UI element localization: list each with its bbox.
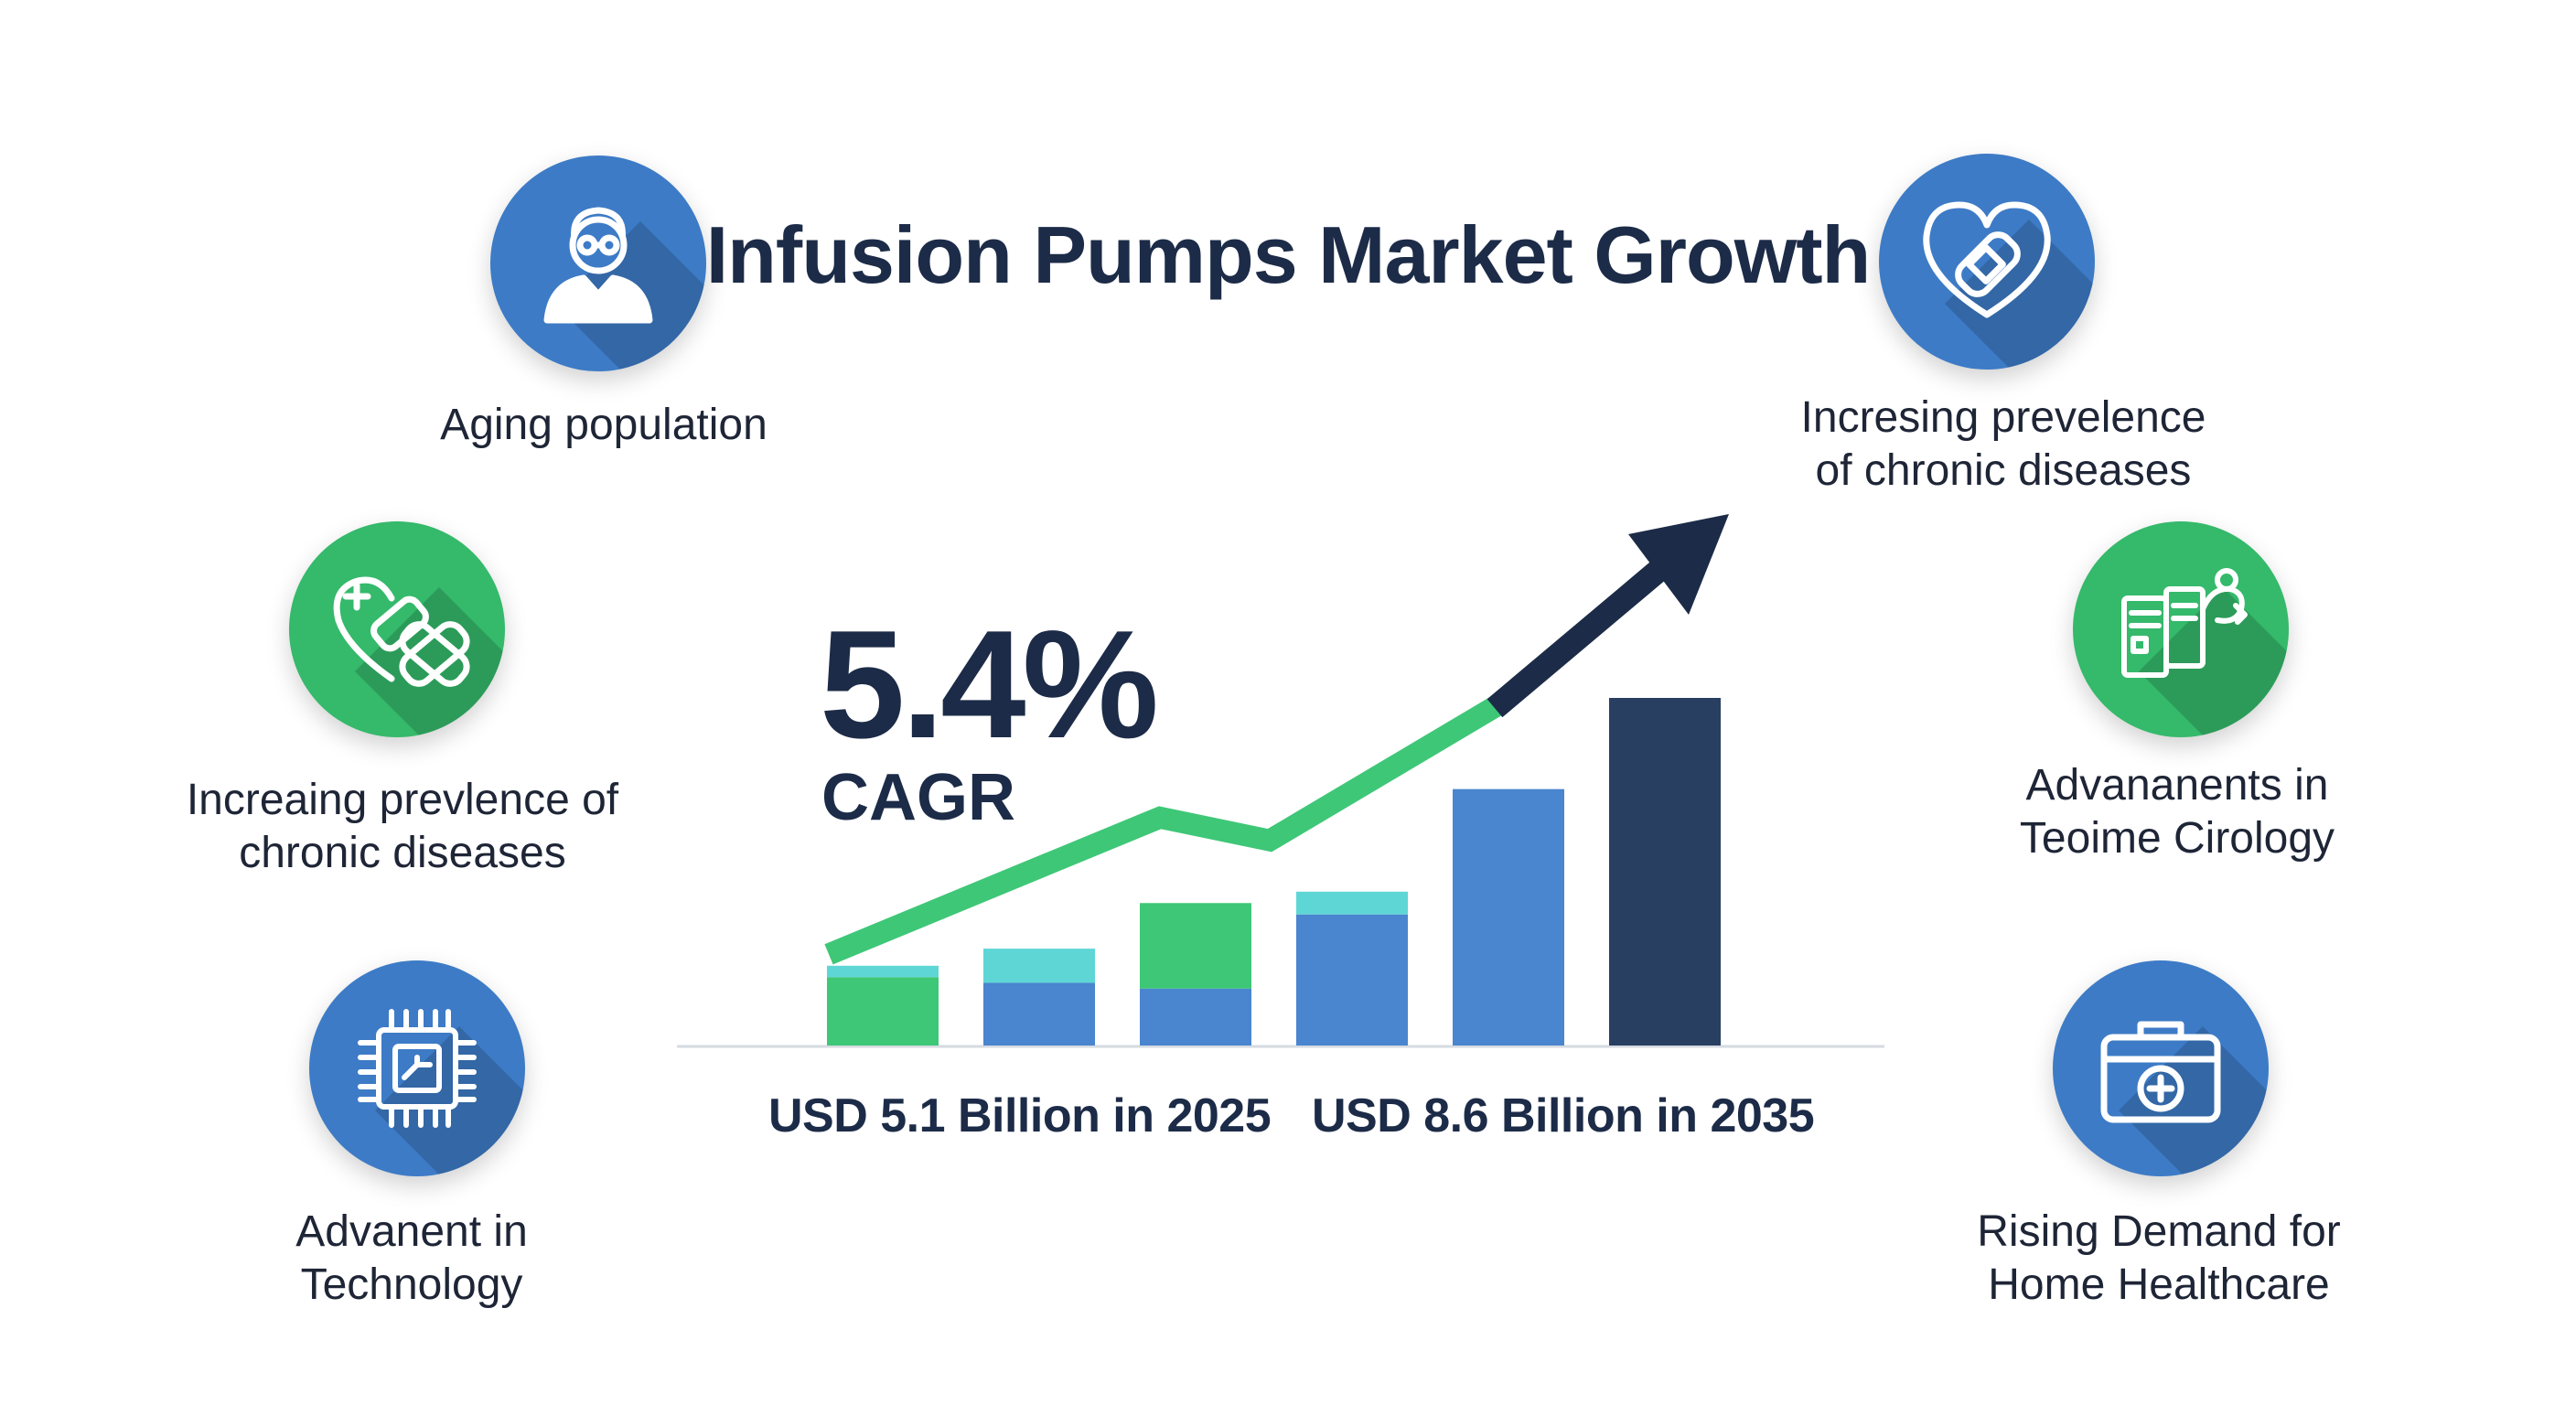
page-title: Infusion Pumps Market Growth xyxy=(705,209,1872,300)
bar-segment-1-2 xyxy=(827,977,939,1046)
factor-badge xyxy=(2073,521,2289,737)
medical-kit-icon xyxy=(2100,1021,2221,1123)
factor-label: Increaing prevlence of chronic diseases xyxy=(186,776,619,877)
heart-bandage-icon xyxy=(333,576,470,687)
factor-badge xyxy=(289,521,505,737)
bar-segment-3-1 xyxy=(1140,988,1251,1046)
factor-badge xyxy=(309,960,525,1176)
factor-badge xyxy=(2053,960,2269,1176)
market-size-2035: USD 8.6 Billion in 2035 xyxy=(1312,1089,1815,1142)
cagr-value: 5.4% xyxy=(820,598,1159,770)
bar-segment-3-2 xyxy=(1140,903,1251,989)
factor-label: Incresing prevelence of chronic diseases xyxy=(1800,393,2206,495)
factor-label: Rising Demand for Home Healthcare xyxy=(1977,1207,2341,1309)
bar-segment-2-1 xyxy=(983,982,1095,1046)
factor-badge xyxy=(1879,154,2095,370)
medical-devices-icon xyxy=(2121,568,2248,678)
bar-segment-1-3 xyxy=(827,965,939,978)
bar-segment-5-1 xyxy=(1453,788,1564,1046)
microchip-icon xyxy=(358,1009,477,1128)
factor-label: Advanent in Technology xyxy=(295,1207,528,1309)
trend-arrow-shaft xyxy=(1487,554,1675,718)
bar-segment-6-1 xyxy=(1609,698,1721,1046)
factor-badge xyxy=(490,156,706,371)
cagr-label: CAGR xyxy=(821,761,1015,834)
factor-label: Advananents in Teoime Cirology xyxy=(2019,761,2335,863)
bar-segment-2-3 xyxy=(983,949,1095,983)
market-size-2025: USD 5.1 Billion in 2025 xyxy=(768,1089,1272,1142)
bar-segment-4-3 xyxy=(1296,891,1408,915)
trend-line xyxy=(824,693,1507,965)
elderly-person-icon xyxy=(543,207,653,324)
trend-arrow-head xyxy=(1628,514,1729,615)
heart-bandage-icon xyxy=(1923,201,2051,318)
factor-label: Aging population xyxy=(440,401,767,449)
bar-segment-4-1 xyxy=(1296,914,1408,1046)
